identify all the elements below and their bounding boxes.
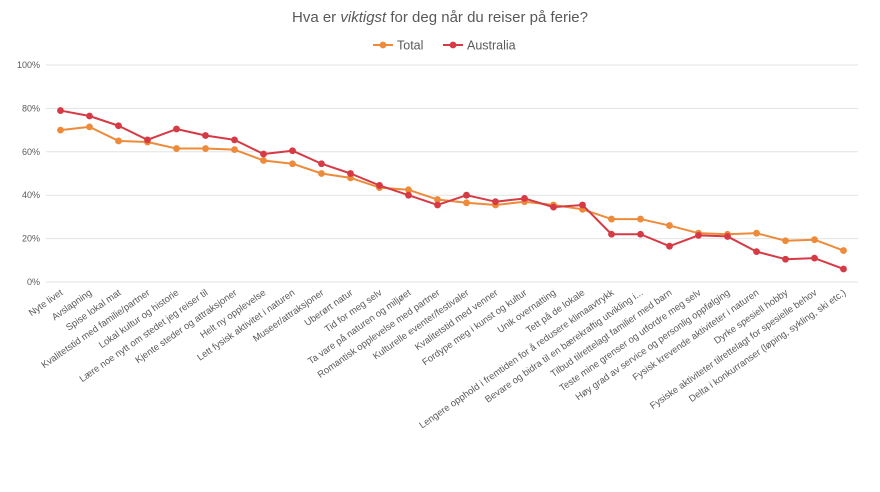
legend-label: Australia bbox=[467, 39, 516, 53]
data-point bbox=[550, 203, 557, 211]
y-axis: 0% 20% 40% 60% 80% 100% bbox=[17, 60, 40, 287]
data-point bbox=[173, 145, 180, 152]
data-point bbox=[202, 132, 209, 139]
data-point bbox=[434, 196, 441, 203]
data-point bbox=[521, 195, 528, 202]
series-australia bbox=[57, 107, 847, 273]
data-point bbox=[115, 122, 122, 130]
data-point bbox=[492, 198, 499, 206]
data-point bbox=[231, 146, 238, 154]
gridlines bbox=[46, 64, 858, 283]
data-point bbox=[231, 136, 238, 144]
data-point bbox=[86, 112, 93, 120]
data-point bbox=[840, 265, 847, 273]
legend-item-australia: Australia bbox=[443, 39, 516, 53]
data-point bbox=[347, 170, 354, 177]
data-point bbox=[579, 201, 586, 209]
y-tick-label: 100% bbox=[17, 60, 40, 70]
data-point bbox=[463, 199, 470, 207]
data-point bbox=[405, 186, 412, 194]
data-point bbox=[608, 230, 615, 238]
series-line bbox=[60, 125, 844, 252]
data-point bbox=[289, 147, 296, 155]
data-point bbox=[318, 170, 325, 177]
data-point bbox=[202, 145, 209, 152]
data-point bbox=[753, 229, 760, 237]
data-point bbox=[782, 255, 789, 263]
y-tick-label: 0% bbox=[27, 277, 40, 287]
legend-item-total: Total bbox=[373, 39, 423, 53]
data-point bbox=[57, 126, 64, 134]
data-point bbox=[666, 222, 673, 229]
data-point bbox=[753, 248, 760, 256]
data-point bbox=[57, 107, 64, 114]
y-tick-label: 80% bbox=[22, 103, 40, 113]
chart-title-emphasis: viktigst bbox=[340, 9, 387, 26]
data-point bbox=[666, 242, 673, 250]
data-point bbox=[144, 136, 151, 144]
legend-label: Total bbox=[397, 39, 423, 53]
data-point bbox=[86, 123, 93, 131]
y-tick-label: 40% bbox=[22, 190, 40, 200]
data-point bbox=[695, 231, 702, 239]
data-point bbox=[260, 150, 267, 158]
data-point bbox=[811, 254, 818, 262]
chart-title-post: for deg når du reiser på ferie? bbox=[386, 9, 588, 26]
y-tick-label: 60% bbox=[22, 147, 40, 157]
legend: Total Australia bbox=[373, 39, 516, 53]
chart-title-pre: Hva er bbox=[292, 9, 340, 26]
data-point bbox=[289, 160, 296, 168]
y-tick-label: 20% bbox=[22, 234, 40, 244]
data-point bbox=[840, 247, 847, 254]
series-total bbox=[57, 123, 847, 254]
data-point bbox=[405, 191, 412, 199]
legend-marker bbox=[449, 41, 457, 49]
data-point bbox=[260, 157, 267, 164]
data-point bbox=[115, 137, 122, 145]
data-point bbox=[173, 125, 180, 133]
legend-marker bbox=[379, 41, 387, 49]
data-point bbox=[637, 230, 644, 238]
data-point bbox=[434, 201, 441, 209]
data-point bbox=[318, 160, 325, 168]
data-point bbox=[782, 237, 789, 245]
data-point bbox=[463, 191, 470, 199]
data-point bbox=[376, 182, 383, 189]
data-point bbox=[608, 215, 615, 223]
chart-title: Hva er viktigst for deg når du reiser på… bbox=[292, 9, 588, 26]
series-group bbox=[57, 107, 847, 273]
series-line bbox=[60, 109, 844, 270]
data-point bbox=[637, 215, 644, 223]
data-point bbox=[724, 233, 731, 240]
data-point bbox=[811, 236, 818, 244]
